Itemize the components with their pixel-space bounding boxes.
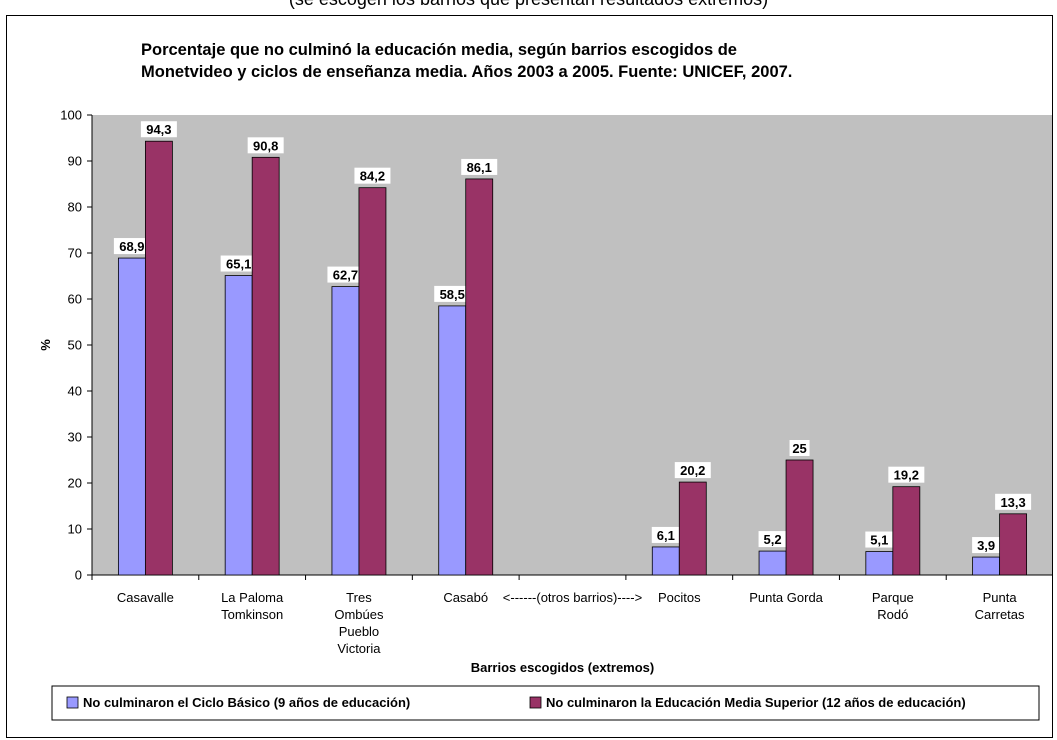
data-label-bg	[995, 493, 1032, 510]
bar	[117, 257, 146, 576]
chart-frame: Porcentaje que no culminó la educación m…	[6, 15, 1053, 738]
y-tick-label: 60	[68, 292, 82, 307]
data-label-bg	[354, 167, 391, 184]
x-category-label: Victoria	[337, 641, 381, 656]
y-axis-title: %	[38, 339, 53, 351]
data-label-bg	[674, 462, 711, 479]
y-tick-label: 50	[68, 338, 82, 353]
data-label: 6,1	[657, 528, 675, 543]
chart-title-line: Porcentaje que no culminó la educación m…	[141, 41, 737, 59]
data-label-bg	[461, 158, 498, 175]
legend-swatch	[66, 696, 79, 709]
bar-chart: Porcentaje que no culminó la educación m…	[38, 41, 1052, 721]
page-caption: (se escogen los barrios que presentan re…	[0, 0, 1057, 10]
x-category-label: <------(otros barrios)---->	[503, 590, 642, 605]
x-category-label: Pueblo	[339, 624, 379, 639]
bar	[865, 551, 894, 576]
data-label: 3,9	[977, 538, 995, 553]
x-category-label: La Paloma	[221, 590, 284, 605]
data-label-bg	[789, 440, 810, 456]
x-category-label: Casavalle	[117, 590, 174, 605]
bar	[678, 481, 707, 576]
data-label-bg	[651, 526, 680, 543]
y-tick-label: 80	[68, 200, 82, 215]
y-tick-label: 100	[60, 108, 82, 123]
legend-label: No culminaron el Ciclo Básico (9 años de…	[83, 695, 410, 710]
data-label-bg	[220, 255, 257, 272]
bar	[651, 546, 680, 576]
bar	[144, 140, 173, 576]
data-label-bg	[113, 238, 150, 255]
data-label: 84,2	[360, 169, 385, 184]
x-category-label: Punta Gorda	[749, 590, 823, 605]
x-category-label: Rodó	[877, 607, 908, 622]
data-label: 5,2	[764, 532, 782, 547]
x-category-label: Carretas	[975, 607, 1025, 622]
data-label: 13,3	[1000, 495, 1025, 510]
data-label-bg	[327, 266, 364, 283]
bar	[758, 550, 787, 576]
y-tick-label: 70	[68, 246, 82, 261]
data-label: 20,2	[680, 463, 705, 478]
data-label: 90,8	[253, 138, 278, 153]
bar	[999, 513, 1028, 576]
data-label: 94,3	[146, 122, 171, 137]
y-tick-label: 20	[68, 476, 82, 491]
y-tick-label: 90	[68, 154, 82, 169]
x-category-label: Casabó	[443, 590, 488, 605]
data-label: 58,5	[440, 287, 465, 302]
bar	[331, 286, 360, 576]
x-category-label: Tres	[346, 590, 372, 605]
data-label: 65,1	[226, 257, 251, 272]
x-category-label: Tomkinson	[221, 607, 283, 622]
bar	[785, 459, 814, 576]
data-label-bg	[865, 531, 894, 548]
y-tick-label: 30	[68, 430, 82, 445]
bar	[438, 305, 467, 576]
x-category-label: Punta	[983, 590, 1018, 605]
data-label: 25	[792, 441, 806, 456]
bar	[358, 187, 387, 576]
data-label: 68,9	[119, 239, 144, 254]
data-label: 5,1	[870, 533, 888, 548]
bar	[972, 556, 1001, 576]
data-label-bg	[140, 121, 177, 138]
legend-label: No culminaron la Educación Media Superio…	[546, 695, 966, 710]
legend-swatch	[529, 696, 542, 709]
data-label-bg	[888, 466, 925, 483]
bar	[892, 486, 921, 576]
data-label-bg	[758, 531, 787, 548]
bar	[465, 178, 494, 576]
data-label-bg	[247, 137, 284, 154]
data-label: 86,1	[467, 160, 492, 175]
data-label: 19,2	[894, 468, 919, 483]
data-label: 62,7	[333, 268, 358, 283]
x-category-label: Ombúes	[334, 607, 384, 622]
y-tick-label: 10	[68, 522, 82, 537]
legend-box	[51, 685, 1040, 721]
y-tick-label: 40	[68, 384, 82, 399]
y-tick-label: 0	[75, 568, 82, 583]
chart-title-line: Monetvideo y ciclos de enseñanza media. …	[141, 63, 792, 81]
x-axis-title: Barrios escogidos (extremos)	[471, 660, 655, 675]
data-label-bg	[972, 537, 1001, 554]
bar	[224, 275, 253, 576]
bar	[251, 156, 280, 576]
data-label-bg	[434, 285, 471, 302]
x-category-label: Pocitos	[658, 590, 701, 605]
x-category-label: Parque	[872, 590, 914, 605]
